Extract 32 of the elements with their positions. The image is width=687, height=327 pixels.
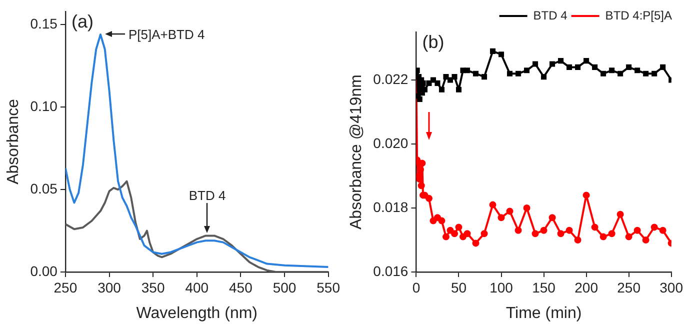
x-tick-label: 250 (617, 279, 641, 296)
chart-title: (b) (422, 32, 444, 52)
x-tick-label: 0 (412, 279, 420, 296)
chart-title: (a) (71, 11, 94, 32)
y-axis-title: Absorbance (5, 98, 22, 184)
x-tick-label: 500 (272, 279, 296, 296)
y-tick-label: 0.15 (30, 15, 58, 32)
annotation: P[5]A+BTD 4 (128, 26, 205, 42)
legend-label: BTD 4 (533, 8, 568, 22)
y-tick-label: 0.05 (30, 180, 58, 196)
y-tick-label: 0.00 (30, 262, 58, 279)
x-tick-label: 300 (98, 279, 122, 296)
x-tick-label: 350 (141, 279, 165, 296)
x-tick-label: 250 (54, 279, 78, 296)
x-tick-label: 450 (229, 279, 253, 296)
x-tick-label: 200 (574, 279, 598, 296)
y-tick-label: 0.016 (373, 262, 408, 279)
x-tick-label: 150 (532, 279, 556, 296)
x-axis-title: Time (min) (506, 304, 582, 322)
annotation: BTD 4 (188, 188, 226, 203)
x-tick-label: 50 (450, 279, 467, 296)
y-axis-title: Absorbance @419nm (348, 74, 366, 230)
x-tick-label: 300 (660, 279, 684, 296)
x-tick-label: 550 (316, 279, 340, 296)
legend-label: BTD 4:P[5]A (605, 8, 672, 22)
y-tick-label: 0.022 (373, 70, 408, 87)
x-tick-label: 100 (490, 279, 514, 296)
x-tick-label: 400 (185, 279, 209, 296)
y-tick-label: 0.020 (373, 134, 408, 151)
x-axis-title: Wavelength (nm) (136, 304, 258, 322)
y-tick-label: 0.10 (30, 98, 58, 114)
y-tick-label: 0.018 (373, 198, 408, 215)
